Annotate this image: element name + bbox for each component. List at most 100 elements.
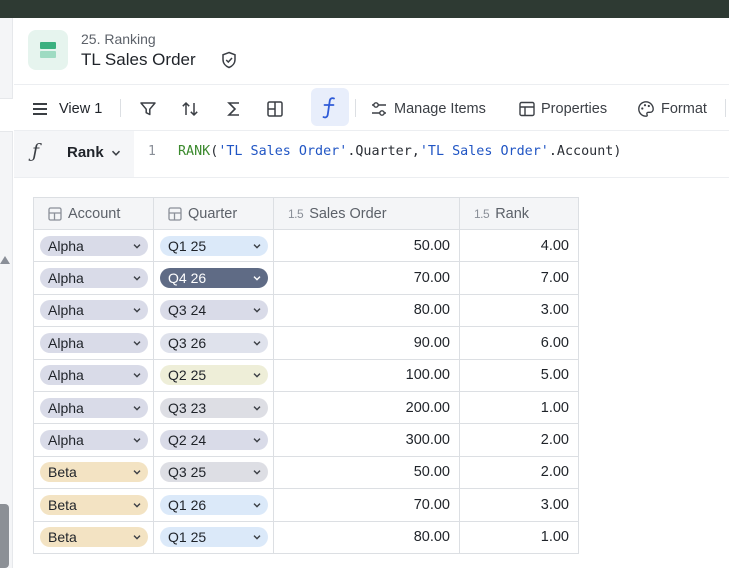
table-row[interactable]: Alpha Q2 24 300.00 2.00 [33,423,579,457]
collapse-arrow-icon[interactable] [0,256,10,264]
account-select[interactable]: Beta [40,462,148,483]
table-row[interactable]: Beta Q3 25 50.00 2.00 [33,455,579,490]
quarter-cell[interactable]: Q1 25 [153,228,274,263]
quarter-select[interactable]: Q4 26 [160,268,268,289]
account-cell[interactable]: Alpha [33,423,154,457]
rank-cell[interactable]: 4.00 [459,228,579,263]
sort-button[interactable] [180,93,200,125]
page-title[interactable]: TL Sales Order [81,50,196,69]
quarter-select[interactable]: Q1 26 [160,494,268,515]
breadcrumb[interactable]: 25. Ranking [81,31,156,47]
account-value: Alpha [48,237,84,254]
quarter-select[interactable]: Q2 25 [160,365,268,386]
account-select[interactable]: Alpha [40,332,148,353]
formula-editor[interactable]: 1 RANK('TL Sales Order'.Quarter,'TL Sale… [134,131,729,177]
shield-check-icon[interactable] [220,51,238,69]
rank-cell[interactable]: 3.00 [459,293,579,328]
account-select[interactable]: Alpha [40,300,148,321]
sales-order-cell[interactable]: 300.00 [273,423,460,457]
formula-button[interactable] [311,88,349,126]
formula-code[interactable]: RANK('TL Sales Order'.Quarter,'TL Sales … [178,144,622,159]
rank-cell[interactable]: 1.00 [459,390,579,425]
scrollbar-thumb[interactable] [0,504,9,568]
sigma-icon [227,102,239,116]
quarter-select[interactable]: Q2 24 [160,430,268,451]
column-header-account[interactable]: Account [33,197,154,230]
rank-cell[interactable]: 5.00 [459,358,579,392]
rank-cell[interactable]: 3.00 [459,488,579,522]
account-cell[interactable]: Beta [33,520,154,554]
table-row[interactable]: Alpha Q4 26 70.00 7.00 [33,261,579,295]
table-row[interactable]: Alpha Q2 25 100.00 5.00 [33,358,579,392]
sales-order-cell[interactable]: 90.00 [273,326,460,360]
sales-order-cell[interactable]: 50.00 [273,455,460,490]
summarize-button[interactable] [224,93,244,125]
column-header-quarter[interactable]: Quarter [153,197,274,230]
table-row[interactable]: Alpha Q3 23 200.00 1.00 [33,390,579,425]
quarter-cell[interactable]: Q3 25 [153,455,274,490]
account-select[interactable]: Alpha [40,235,148,256]
quarter-select[interactable]: Q3 23 [160,397,268,418]
sales-order-cell[interactable]: 80.00 [273,520,460,554]
table-row[interactable]: Beta Q1 25 80.00 1.00 [33,520,579,554]
quarter-cell[interactable]: Q2 24 [153,423,274,457]
properties-button[interactable]: Properties [518,93,607,125]
quarter-cell[interactable]: Q3 23 [153,390,274,425]
filter-button[interactable] [138,93,158,125]
view-menu-button[interactable]: View 1 [32,93,102,125]
quarter-select[interactable]: Q3 26 [160,332,268,353]
quarter-cell[interactable]: Q1 26 [153,488,274,522]
table-row[interactable]: Alpha Q3 26 90.00 6.00 [33,326,579,360]
account-cell[interactable]: Alpha [33,358,154,392]
sales-order-cell[interactable]: 70.00 [273,488,460,522]
sliders-icon [372,102,386,116]
sales-order-cell[interactable]: 70.00 [273,261,460,295]
sales-order-cell[interactable]: 50.00 [273,228,460,263]
quarter-value: Q3 25 [168,464,207,481]
account-cell[interactable]: Alpha [33,293,154,328]
account-select[interactable]: Alpha [40,430,148,451]
chevron-down-icon [133,276,141,281]
quarter-value: Q1 25 [168,237,207,254]
account-value: Alpha [48,367,84,384]
account-select[interactable]: Beta [40,494,148,515]
quarter-cell[interactable]: Q4 26 [153,261,274,295]
account-select[interactable]: Alpha [40,397,148,418]
column-header-sales-order[interactable]: 1.5 Sales Order [273,197,460,230]
rank-cell[interactable]: 2.00 [459,455,579,490]
column-header-rank[interactable]: 1.5 Rank [459,197,579,230]
table-row[interactable]: Beta Q1 26 70.00 3.00 [33,488,579,522]
account-cell[interactable]: Alpha [33,390,154,425]
quarter-select[interactable]: Q1 25 [160,235,268,256]
rank-cell[interactable]: 6.00 [459,326,579,360]
rank-cell[interactable]: 2.00 [459,423,579,457]
quarter-cell[interactable]: Q1 25 [153,520,274,554]
layout-button[interactable] [265,93,285,125]
table-row[interactable]: Alpha Q1 25 50.00 4.00 [33,228,579,263]
account-select[interactable]: Alpha [40,268,148,289]
account-cell[interactable]: Alpha [33,228,154,263]
quarter-select[interactable]: Q1 25 [160,527,268,548]
formula-field-select[interactable]: Rank [67,144,122,161]
sales-order-cell[interactable]: 80.00 [273,293,460,328]
manage-items-button[interactable]: Manage Items [370,93,486,125]
quarter-cell[interactable]: Q3 24 [153,293,274,328]
account-select[interactable]: Alpha [40,365,148,386]
quarter-cell[interactable]: Q3 26 [153,326,274,360]
account-cell[interactable]: Alpha [33,261,154,295]
table-row[interactable]: Alpha Q3 24 80.00 3.00 [33,293,579,328]
format-button[interactable]: Format [637,93,707,125]
account-cell[interactable]: Beta [33,488,154,522]
account-select[interactable]: Beta [40,527,148,548]
sales-order-cell[interactable]: 100.00 [273,358,460,392]
chevron-down-icon [111,150,120,156]
quarter-select[interactable]: Q3 25 [160,462,268,483]
quarter-select[interactable]: Q3 24 [160,300,268,321]
left-panel-tab[interactable] [0,98,13,132]
quarter-cell[interactable]: Q2 25 [153,358,274,392]
rank-cell[interactable]: 7.00 [459,261,579,295]
sales-order-cell[interactable]: 200.00 [273,390,460,425]
rank-cell[interactable]: 1.00 [459,520,579,554]
account-cell[interactable]: Alpha [33,326,154,360]
account-cell[interactable]: Beta [33,455,154,490]
